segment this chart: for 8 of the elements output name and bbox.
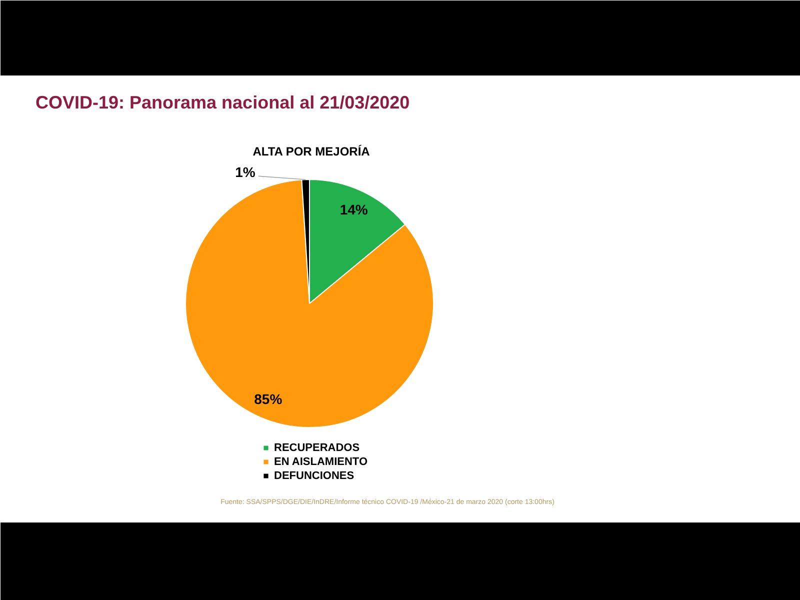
data-label: 85% [254, 391, 283, 408]
legend-label: RECUPERADOS [274, 441, 360, 454]
legend-label: EN AISLAMIENTO [274, 455, 368, 468]
chart-title: COVID-19: Panorama nacional al 21/03/2020 [36, 92, 410, 112]
data-label: 14% [340, 201, 368, 218]
chart-subtitle: ALTA POR MEJORÍA [252, 144, 370, 158]
legend-label: DEFUNCIONES [274, 469, 354, 482]
data-label: 1% [235, 164, 256, 180]
